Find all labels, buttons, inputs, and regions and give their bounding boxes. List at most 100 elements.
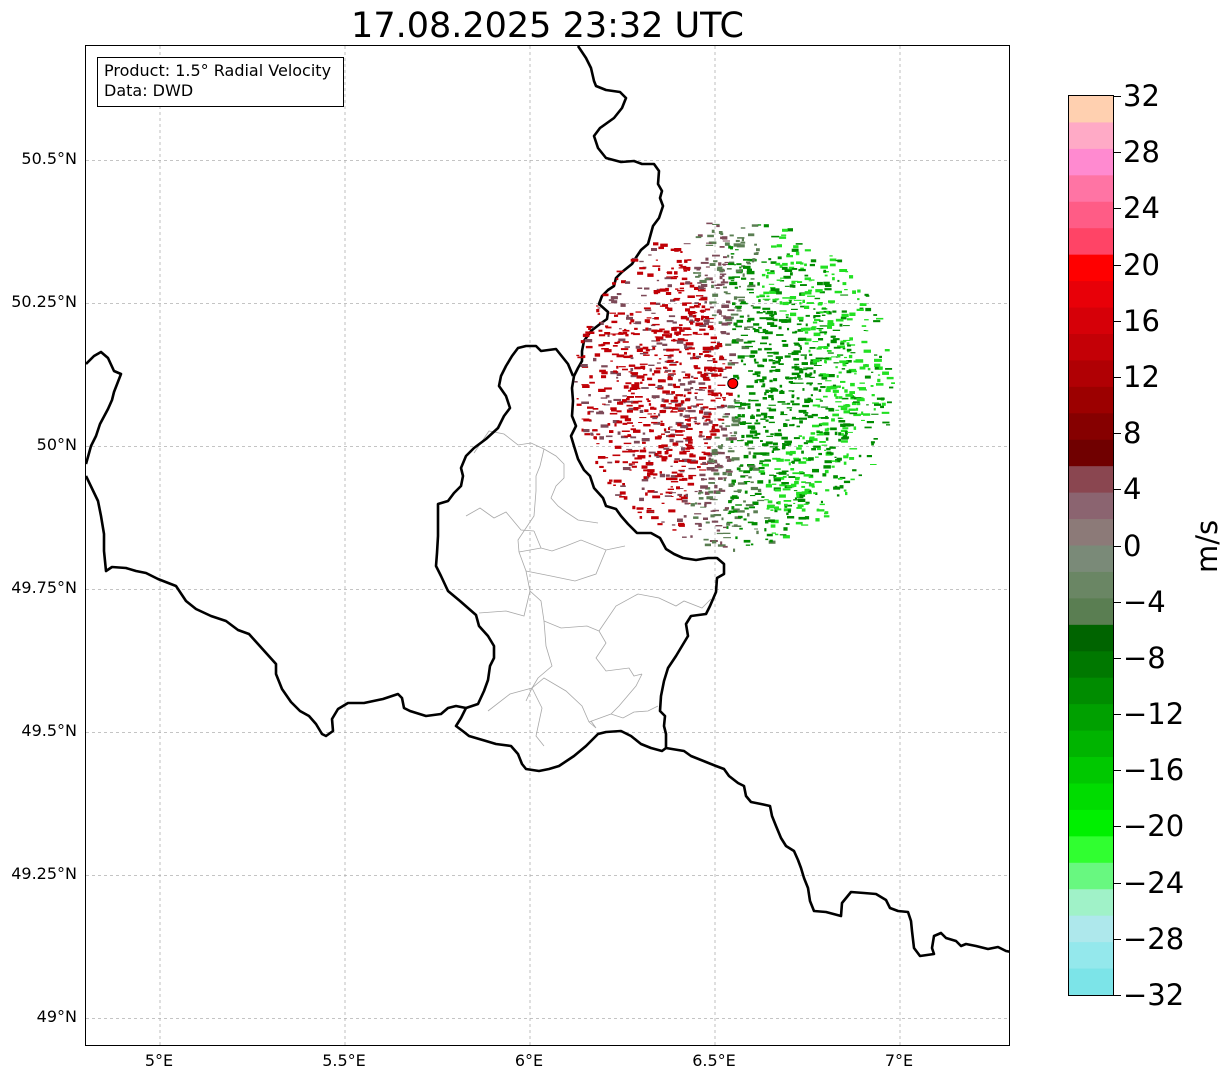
velocity-echo [671, 477, 677, 480]
velocity-echo [649, 368, 652, 372]
velocity-echo [635, 321, 642, 325]
velocity-echo [761, 261, 767, 263]
velocity-echo [806, 373, 812, 377]
velocity-echo [718, 489, 726, 492]
velocity-echo [843, 461, 847, 465]
velocity-echo [800, 284, 807, 286]
velocity-echo [658, 358, 662, 360]
velocity-echo [870, 385, 874, 387]
velocity-echo [789, 300, 792, 304]
velocity-echo [629, 322, 632, 325]
map-plot-area[interactable] [85, 45, 1010, 1046]
velocity-echo [762, 298, 771, 300]
velocity-echo [725, 292, 731, 295]
velocity-echo [611, 408, 617, 412]
velocity-echo [728, 483, 734, 487]
velocity-echo [601, 371, 608, 375]
velocity-echo [715, 491, 721, 494]
colorbar-segment [1069, 148, 1113, 176]
velocity-echo [727, 362, 735, 366]
velocity-echo [797, 378, 803, 380]
velocity-echo [814, 318, 821, 321]
velocity-echo [754, 361, 759, 364]
velocity-echo [630, 400, 639, 404]
velocity-echo [824, 428, 829, 432]
velocity-echo [653, 423, 659, 425]
velocity-echo [694, 302, 700, 304]
velocity-echo [698, 303, 701, 306]
velocity-echo [607, 334, 610, 337]
velocity-echo [768, 404, 776, 406]
velocity-echo [778, 429, 782, 432]
velocity-echo [809, 347, 816, 349]
velocity-echo [764, 299, 770, 301]
velocity-echo [732, 302, 736, 306]
velocity-echo [816, 311, 821, 314]
velocity-echo [647, 413, 653, 415]
velocity-echo [620, 303, 626, 307]
velocity-echo [660, 420, 663, 423]
velocity-echo [675, 334, 679, 336]
velocity-echo [798, 516, 807, 520]
velocity-echo [644, 319, 650, 323]
velocity-echo [791, 268, 798, 270]
velocity-echo [733, 400, 740, 402]
velocity-echo [766, 274, 769, 279]
velocity-echo [670, 248, 678, 251]
velocity-echo [631, 461, 639, 464]
velocity-echo [704, 274, 708, 277]
velocity-echo [740, 359, 744, 363]
colorbar-segment [1069, 915, 1113, 943]
gridlines [86, 46, 1009, 1045]
velocity-echo [704, 504, 707, 507]
velocity-echo [786, 442, 792, 446]
velocity-echo [668, 434, 675, 438]
velocity-echo [776, 291, 782, 295]
velocity-echo [647, 472, 651, 476]
velocity-echo [812, 362, 817, 364]
velocity-echo [765, 484, 772, 488]
velocity-echo [719, 246, 725, 248]
velocity-echo [641, 294, 647, 297]
velocity-echo [699, 328, 706, 331]
velocity-echo [703, 319, 710, 323]
velocity-echo [665, 474, 670, 477]
velocity-echo [647, 377, 653, 381]
velocity-echo [794, 368, 803, 371]
velocity-echo [648, 476, 651, 478]
velocity-echo [882, 371, 889, 375]
velocity-echo [743, 470, 751, 474]
velocity-echo [639, 347, 645, 349]
velocity-echo [873, 408, 876, 411]
velocity-echo [802, 436, 805, 440]
velocity-echo [810, 474, 814, 477]
velocity-echo [611, 300, 618, 304]
velocity-echo [701, 305, 706, 309]
velocity-echo [788, 476, 796, 478]
velocity-echo [698, 298, 705, 301]
colorbar-tick [1114, 601, 1121, 603]
velocity-echo [722, 363, 726, 365]
velocity-echo [808, 289, 813, 292]
velocity-echo [676, 486, 680, 490]
velocity-echo [600, 321, 604, 325]
velocity-echo [605, 326, 612, 329]
velocity-echo [653, 370, 661, 374]
velocity-echo [874, 403, 881, 406]
velocity-echo [675, 326, 682, 329]
velocity-echo [673, 298, 680, 301]
velocity-echo [740, 334, 748, 336]
velocity-echo [603, 404, 610, 406]
velocity-echo [878, 366, 883, 370]
velocity-echo [674, 458, 680, 461]
velocity-echo [719, 425, 723, 428]
product-info-box: Product: 1.5° Radial Velocity Data: DWD [97, 57, 344, 107]
velocity-echo [600, 344, 606, 346]
velocity-echo [792, 416, 796, 419]
velocity-echo [631, 465, 637, 468]
velocity-echo [796, 425, 800, 428]
velocity-echo [589, 375, 593, 379]
velocity-echo [714, 370, 718, 372]
velocity-echo [770, 524, 776, 528]
velocity-echo [710, 326, 714, 329]
